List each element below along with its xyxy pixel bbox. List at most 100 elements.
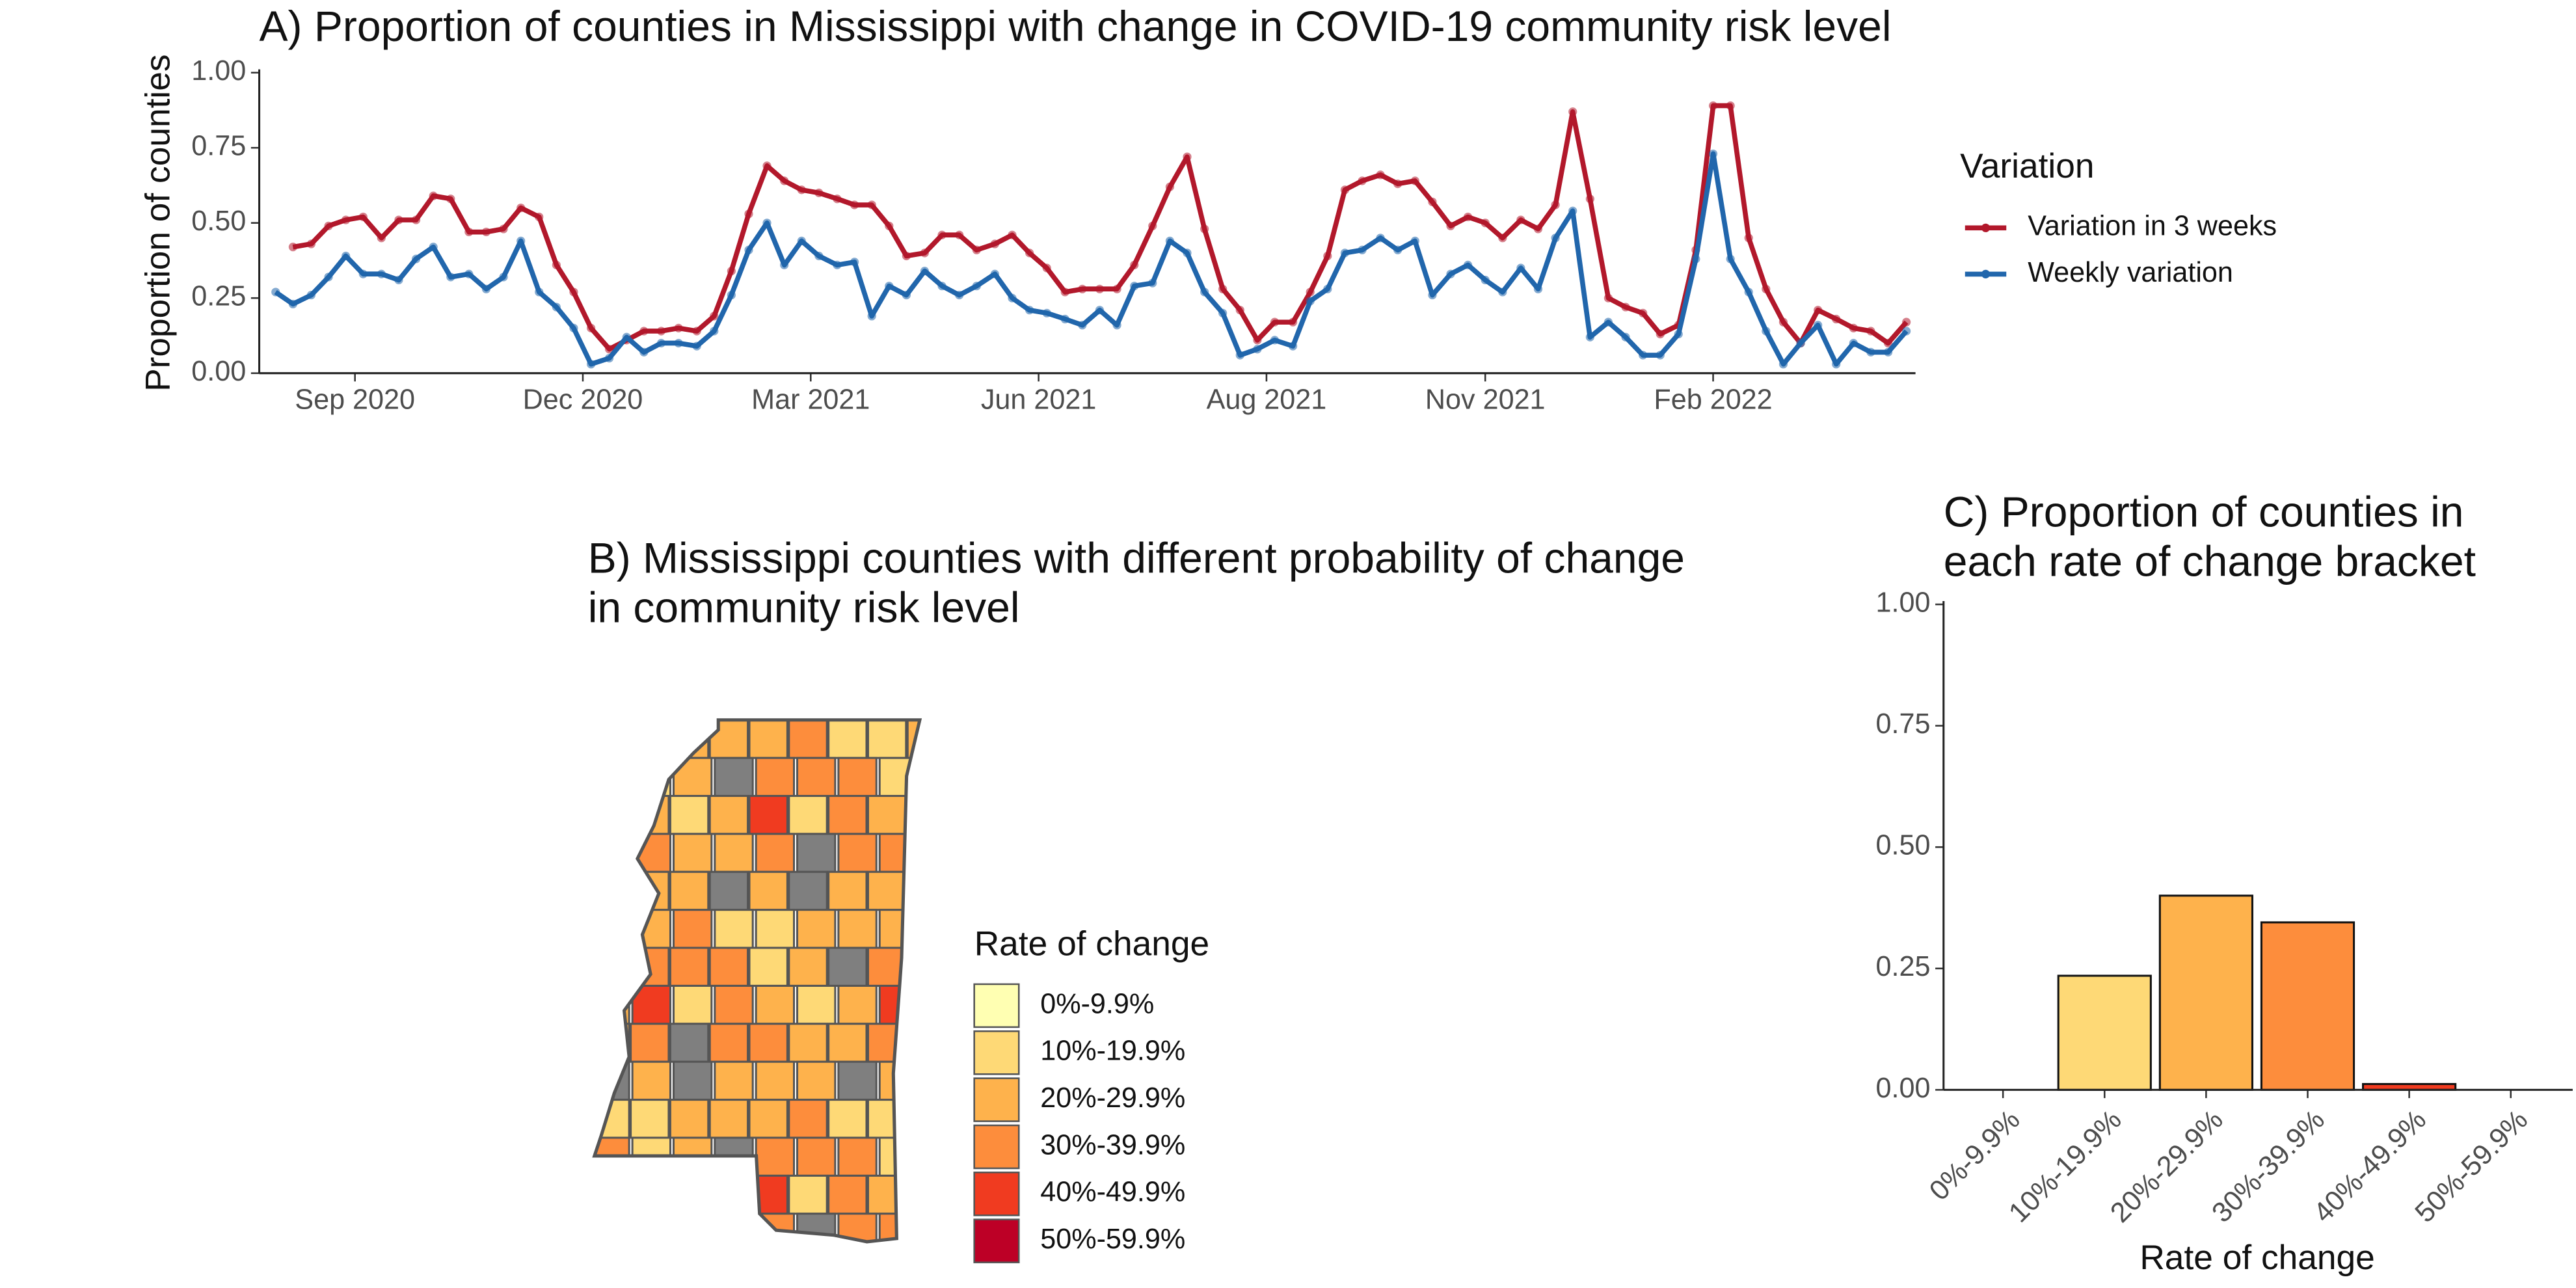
data-point <box>1218 284 1228 293</box>
data-point <box>1306 297 1315 306</box>
data-point <box>1008 293 1017 302</box>
data-point <box>535 212 544 222</box>
county <box>788 1174 828 1215</box>
data-point <box>1323 251 1332 261</box>
data-point <box>552 260 561 269</box>
legend-label: 0%-9.9% <box>1040 988 1154 1019</box>
data-point <box>885 282 894 291</box>
county <box>669 1174 710 1215</box>
data-point <box>1253 345 1262 354</box>
data-point <box>1446 221 1455 230</box>
data-point <box>1376 170 1385 180</box>
legend-swatch-dot <box>1981 223 1991 232</box>
data-point <box>552 302 561 312</box>
data-point <box>1078 284 1087 293</box>
x-tick-label: Feb 2022 <box>1654 384 1772 415</box>
county <box>594 719 630 759</box>
data-point <box>639 347 649 356</box>
series-line <box>274 151 1909 367</box>
data-point <box>1866 327 1875 336</box>
data-point <box>342 215 351 224</box>
data-point <box>867 312 876 321</box>
data-point <box>499 273 508 282</box>
y-tick-label: 0.50 <box>1875 830 1930 861</box>
data-point <box>955 290 964 300</box>
chart-title: C) Proportion of counties in <box>1944 487 2464 535</box>
data-point <box>1130 282 1139 291</box>
county <box>748 795 788 835</box>
county <box>748 719 788 759</box>
x-tick-label: Dec 2020 <box>523 384 643 415</box>
data-point <box>1778 360 1788 369</box>
data-point <box>727 290 736 300</box>
data-point <box>1148 221 1157 230</box>
data-point <box>1464 260 1473 269</box>
data-point <box>446 273 455 282</box>
county <box>878 1213 919 1242</box>
legend-swatch <box>973 1077 1020 1122</box>
data-point <box>1148 278 1157 288</box>
legend-swatch <box>973 983 1020 1028</box>
data-point <box>535 288 544 297</box>
county <box>672 984 713 1025</box>
data-point <box>1042 308 1051 317</box>
county <box>796 909 837 949</box>
data-point <box>1551 234 1560 243</box>
county <box>755 833 796 873</box>
county <box>708 1099 749 1139</box>
data-point <box>1796 338 1805 348</box>
data-point <box>937 230 946 239</box>
county <box>878 1136 919 1177</box>
data-point <box>1568 107 1577 116</box>
data-point <box>1078 321 1087 330</box>
data-point <box>1832 360 1841 369</box>
data-point <box>1551 200 1560 209</box>
data-point <box>1025 248 1034 258</box>
county <box>594 946 630 987</box>
data-point <box>1533 284 1543 293</box>
county <box>714 833 754 873</box>
x-tick-label: Mar 2021 <box>751 384 870 415</box>
county <box>708 795 749 835</box>
data-point <box>1393 180 1402 189</box>
data-point <box>1288 317 1298 327</box>
data-point <box>1744 288 1753 297</box>
data-point <box>464 269 474 278</box>
data-point <box>1726 101 1735 111</box>
data-point <box>1481 219 1490 228</box>
y-tick-label: 0.50 <box>191 206 246 237</box>
data-point <box>902 251 911 261</box>
county <box>837 1060 878 1101</box>
data-point <box>1130 260 1139 269</box>
county <box>631 1213 672 1242</box>
data-point <box>1235 351 1244 360</box>
county <box>921 986 959 1023</box>
county <box>672 833 713 873</box>
county <box>796 984 837 1025</box>
data-point <box>920 248 930 258</box>
data-point <box>306 239 316 248</box>
data-point <box>867 200 876 209</box>
county <box>837 833 878 873</box>
data-point <box>656 338 666 348</box>
data-point <box>569 288 578 297</box>
legend-label: 20%-29.9% <box>1040 1082 1185 1114</box>
data-point <box>1778 317 1788 327</box>
data-point <box>517 236 526 246</box>
data-point <box>656 327 666 336</box>
data-point <box>920 267 930 276</box>
county <box>866 795 907 835</box>
data-point <box>1603 317 1613 327</box>
y-tick-label: 0.75 <box>1875 708 1930 740</box>
data-point <box>1639 351 1648 360</box>
county <box>669 795 710 835</box>
data-point <box>762 161 771 170</box>
chart-title: each rate of change bracket <box>1944 537 2476 585</box>
county <box>755 984 796 1025</box>
data-point <box>1621 332 1630 342</box>
data-point <box>1849 338 1858 348</box>
data-point <box>586 323 596 332</box>
county <box>714 909 754 949</box>
county <box>594 1023 630 1063</box>
county <box>906 1023 920 1063</box>
